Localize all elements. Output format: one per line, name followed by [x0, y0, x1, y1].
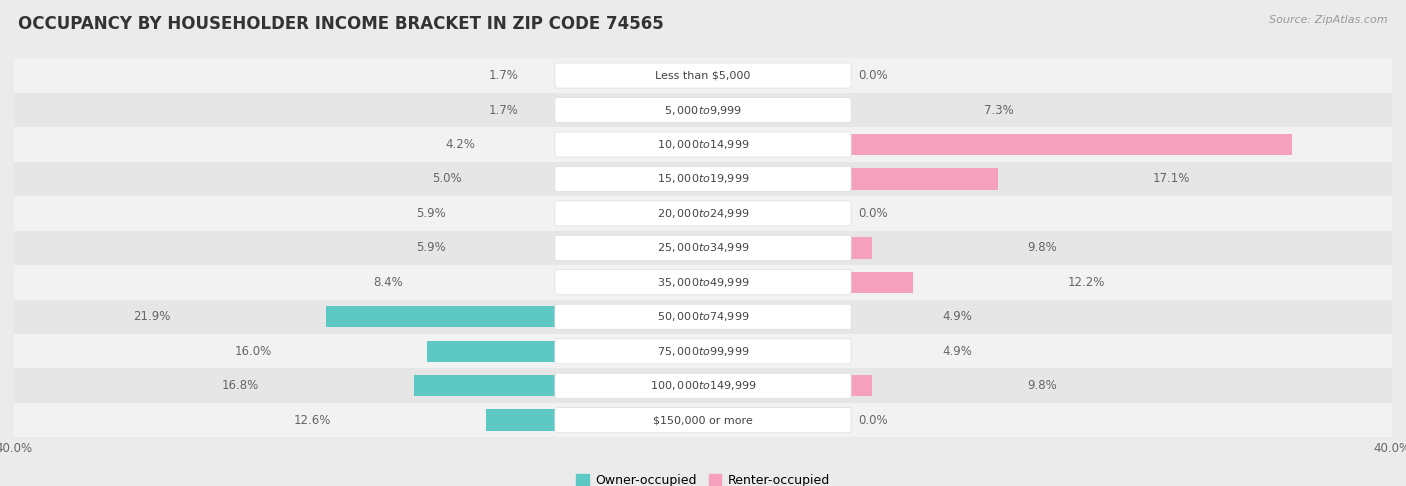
Bar — [557, 99, 828, 121]
Text: $75,000 to $99,999: $75,000 to $99,999 — [657, 345, 749, 358]
Text: $150,000 or more: $150,000 or more — [654, 415, 752, 425]
Bar — [557, 168, 997, 190]
Text: 9.8%: 9.8% — [1026, 379, 1056, 392]
Bar — [413, 375, 849, 397]
Bar — [557, 375, 872, 397]
Text: OCCUPANCY BY HOUSEHOLDER INCOME BRACKET IN ZIP CODE 74565: OCCUPANCY BY HOUSEHOLDER INCOME BRACKET … — [18, 15, 664, 33]
Text: 4.9%: 4.9% — [942, 310, 973, 323]
Bar — [14, 58, 1392, 93]
FancyBboxPatch shape — [555, 270, 851, 295]
Text: $5,000 to $9,999: $5,000 to $9,999 — [664, 104, 742, 117]
Bar — [617, 168, 849, 190]
FancyBboxPatch shape — [555, 304, 851, 330]
Bar — [673, 65, 849, 86]
Text: 5.0%: 5.0% — [432, 173, 461, 186]
FancyBboxPatch shape — [555, 63, 851, 88]
Text: 12.6%: 12.6% — [294, 414, 330, 427]
Text: 0.0%: 0.0% — [858, 207, 887, 220]
Bar — [602, 237, 849, 259]
Text: $25,000 to $34,999: $25,000 to $34,999 — [657, 242, 749, 254]
FancyBboxPatch shape — [555, 132, 851, 157]
Bar — [326, 306, 849, 328]
FancyBboxPatch shape — [555, 339, 851, 364]
Text: 12.2%: 12.2% — [1069, 276, 1105, 289]
FancyBboxPatch shape — [555, 235, 851, 260]
Text: 16.0%: 16.0% — [235, 345, 273, 358]
Bar — [14, 93, 1392, 127]
Legend: Owner-occupied, Renter-occupied: Owner-occupied, Renter-occupied — [571, 469, 835, 486]
Bar — [557, 306, 787, 328]
Text: 17.1%: 17.1% — [1153, 173, 1189, 186]
Bar — [486, 410, 849, 431]
Bar — [557, 134, 1292, 155]
Text: 16.8%: 16.8% — [221, 379, 259, 392]
FancyBboxPatch shape — [555, 201, 851, 226]
Bar — [14, 127, 1392, 162]
Text: Source: ZipAtlas.com: Source: ZipAtlas.com — [1270, 15, 1388, 25]
Text: 9.8%: 9.8% — [1026, 242, 1056, 254]
Bar — [14, 231, 1392, 265]
FancyBboxPatch shape — [555, 166, 851, 191]
Bar — [631, 134, 849, 155]
Text: $100,000 to $149,999: $100,000 to $149,999 — [650, 379, 756, 392]
Bar — [557, 341, 787, 362]
Text: $20,000 to $24,999: $20,000 to $24,999 — [657, 207, 749, 220]
FancyBboxPatch shape — [555, 373, 851, 398]
Bar — [14, 368, 1392, 403]
Text: 5.9%: 5.9% — [416, 242, 446, 254]
Text: 7.3%: 7.3% — [984, 104, 1014, 117]
Text: 1.7%: 1.7% — [489, 104, 519, 117]
Bar — [557, 272, 912, 293]
Bar — [673, 99, 849, 121]
Text: 1.7%: 1.7% — [489, 69, 519, 82]
Text: 21.9%: 21.9% — [134, 310, 170, 323]
Bar — [558, 272, 849, 293]
FancyBboxPatch shape — [555, 98, 851, 122]
Text: Less than $5,000: Less than $5,000 — [655, 70, 751, 81]
Bar — [14, 196, 1392, 231]
Bar — [14, 299, 1392, 334]
Text: 5.9%: 5.9% — [416, 207, 446, 220]
Text: $10,000 to $14,999: $10,000 to $14,999 — [657, 138, 749, 151]
Bar — [14, 334, 1392, 368]
Text: 0.0%: 0.0% — [858, 69, 887, 82]
Text: 4.9%: 4.9% — [942, 345, 973, 358]
Bar — [14, 162, 1392, 196]
Text: $35,000 to $49,999: $35,000 to $49,999 — [657, 276, 749, 289]
Bar — [14, 403, 1392, 437]
Bar — [427, 341, 849, 362]
FancyBboxPatch shape — [555, 408, 851, 433]
Text: $15,000 to $19,999: $15,000 to $19,999 — [657, 173, 749, 186]
Bar — [557, 237, 872, 259]
Text: 4.2%: 4.2% — [446, 138, 475, 151]
Text: $50,000 to $74,999: $50,000 to $74,999 — [657, 310, 749, 323]
Text: 0.0%: 0.0% — [858, 414, 887, 427]
Bar — [14, 265, 1392, 299]
Text: 8.4%: 8.4% — [374, 276, 404, 289]
Bar — [602, 203, 849, 224]
